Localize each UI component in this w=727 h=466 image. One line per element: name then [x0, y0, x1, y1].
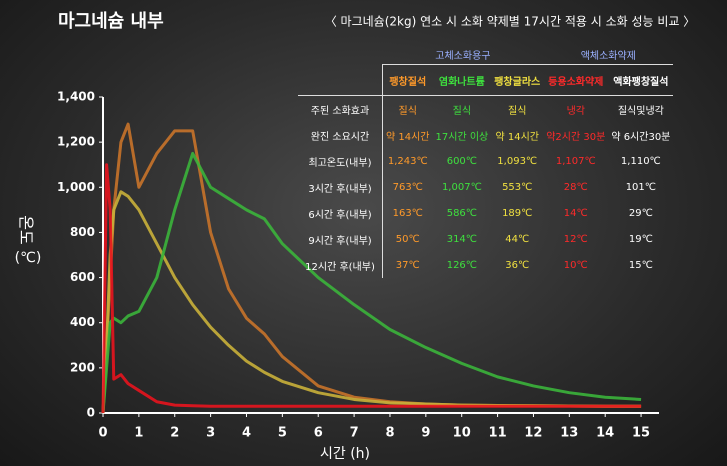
cell: 최고온도(내부) — [298, 148, 383, 174]
cell: 팽창질석 — [383, 65, 433, 96]
cell: 553℃ — [491, 174, 543, 200]
cell: 9시간 후(내부) — [298, 226, 383, 252]
y-tick-label: 1,000 — [57, 180, 95, 194]
y-tick-label: 600 — [70, 270, 95, 284]
cell: 질식및냉각 — [608, 96, 673, 123]
cell: 600℃ — [433, 148, 492, 174]
cell: 14℃ — [543, 200, 608, 226]
cell: 팽창글라스 — [491, 65, 543, 96]
y-tick-label: 800 — [70, 225, 95, 239]
cell: 17시간 이상 — [433, 122, 492, 148]
y-tick-label: 0 — [87, 406, 95, 420]
cell: 1,007℃ — [433, 174, 492, 200]
cell: 15℃ — [608, 252, 673, 278]
x-tick-label: 3 — [206, 426, 215, 441]
y-label: 온도 — [17, 215, 36, 244]
x-tick-label: 8 — [385, 426, 394, 441]
cell: 189℃ — [491, 200, 543, 226]
cell: 10℃ — [543, 252, 608, 278]
x-tick-label: 0 — [98, 426, 107, 441]
cell: 약 6시간30분 — [608, 122, 673, 148]
cell: 763℃ — [383, 174, 433, 200]
x-tick-label: 11 — [489, 426, 507, 441]
y-tick-label: 400 — [70, 315, 95, 329]
title: 마그네슘 내부 — [58, 11, 164, 32]
x-tick-label: 7 — [350, 426, 359, 441]
x-tick-label: 2 — [170, 426, 179, 441]
y-tick-label: 1,200 — [57, 135, 95, 149]
x-tick-label: 6 — [314, 426, 323, 441]
cell: 염화나트륨 — [433, 65, 492, 96]
cell: 1,243℃ — [383, 148, 433, 174]
x-tick-label: 4 — [242, 426, 251, 441]
cell: 약 14시간 — [383, 122, 433, 148]
cell: 6시간 후(내부) — [298, 200, 383, 226]
cell: 냉각 — [543, 96, 608, 123]
cell: 50℃ — [383, 226, 433, 252]
cell: 19℃ — [608, 226, 673, 252]
group: 고체소화용구 — [383, 44, 544, 65]
y-tick-label: 200 — [70, 360, 95, 374]
group: 액체소화약제 — [543, 44, 673, 65]
x-tick-label: 10 — [453, 426, 471, 441]
screen: 마그네슘 내부 〈 마그네슘(2kg) 연소 시 소화 약제별 17시간 적용 … — [0, 0, 727, 466]
cell: 주된 소화효과 — [298, 96, 383, 123]
x-label: 시간 (h) — [320, 446, 370, 462]
cell: 질식 — [491, 96, 543, 123]
cell: 101℃ — [608, 174, 673, 200]
y-tick-label: 1,400 — [57, 90, 95, 104]
x-tick-label: 14 — [596, 426, 614, 441]
cell: 1,107℃ — [543, 148, 608, 174]
cell: 586℃ — [433, 200, 492, 226]
cell: 약 14시간 — [491, 122, 543, 148]
cell: 36℃ — [491, 252, 543, 278]
x-tick-label: 13 — [560, 426, 578, 441]
cell: 완진 소요시간 — [298, 122, 383, 148]
cell: 28℃ — [543, 174, 608, 200]
cell: 액화팽창질석 — [608, 65, 673, 96]
x-tick-label: 5 — [278, 426, 287, 441]
cell: 질식 — [383, 96, 433, 123]
cell: 12℃ — [543, 226, 608, 252]
cell: 등용소화약제 — [543, 65, 608, 96]
cell: 1,110℃ — [608, 148, 673, 174]
cell: 44℃ — [491, 226, 543, 252]
x-tick-label: 9 — [421, 426, 430, 441]
cell: 1,093℃ — [491, 148, 543, 174]
cell: 37℃ — [383, 252, 433, 278]
x-tick-label: 15 — [632, 426, 650, 441]
cell: 163℃ — [383, 200, 433, 226]
cell: 314℃ — [433, 226, 492, 252]
cell: 29℃ — [608, 200, 673, 226]
subtitle: 〈 마그네슘(2kg) 연소 시 소화 약제별 17시간 적용 시 소화 성능 … — [325, 14, 696, 29]
cell: 3시간 후(내부) — [298, 174, 383, 200]
x-tick-label: 12 — [524, 426, 542, 441]
x-tick-label: 1 — [134, 426, 143, 441]
cell: 약2시간 30분 — [543, 122, 608, 148]
cell: 12시간 후(내부) — [298, 252, 383, 278]
cell: 질식 — [433, 96, 492, 123]
y-unit: (℃) — [15, 250, 42, 266]
cell: 126℃ — [433, 252, 492, 278]
